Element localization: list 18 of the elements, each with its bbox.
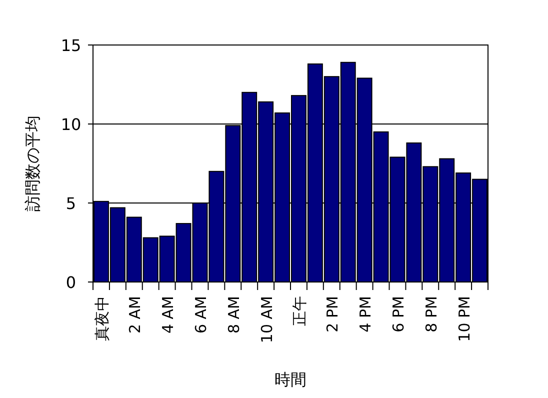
- y-tick-label: 5: [66, 194, 76, 213]
- y-tick-label: 0: [66, 273, 76, 292]
- x-tick-label: 2 AM: [126, 296, 144, 334]
- x-tick-label: 4 AM: [159, 296, 178, 334]
- x-tick-label: 8 PM: [422, 296, 440, 332]
- y-tick-label: 15: [60, 36, 82, 55]
- x-tick-label: 4 PM: [356, 296, 375, 332]
- x-tick-label: 6 PM: [389, 296, 408, 332]
- y-axis-title: 訪問数の平均: [23, 116, 42, 212]
- x-tick-label: 8 AM: [224, 296, 243, 334]
- x-tick-label: 10 PM: [455, 296, 474, 342]
- x-tick-label: 真夜中: [93, 296, 112, 341]
- x-tick-label: 10 AM: [258, 296, 276, 344]
- x-axis-title: 時間: [274, 370, 306, 389]
- x-tick-label: 6 AM: [192, 296, 210, 334]
- x-tick-label: 2 PM: [324, 296, 342, 332]
- x-tick-label: 正午: [290, 296, 309, 326]
- y-tick-label: 10: [60, 115, 82, 134]
